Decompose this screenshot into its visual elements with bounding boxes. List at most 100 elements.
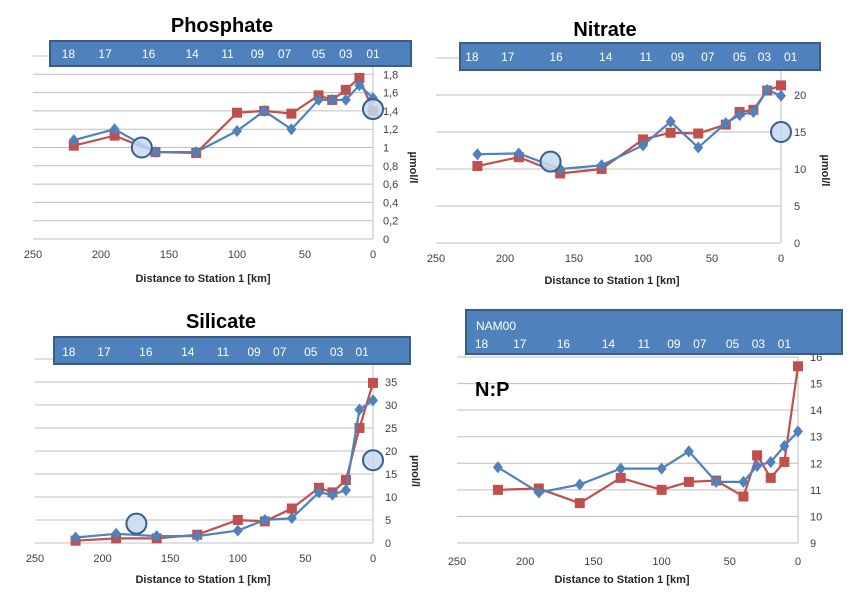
data-point-diamond xyxy=(513,147,524,160)
y-tick-label: 5 xyxy=(794,201,800,213)
data-point-square xyxy=(232,107,242,118)
data-point-diamond xyxy=(340,484,351,497)
y-axis-title: µmol/l xyxy=(409,455,421,487)
station-label: 03 xyxy=(758,50,772,64)
highlight-circle xyxy=(130,136,153,159)
y-tick-label: 10 xyxy=(810,511,822,523)
data-point-diamond xyxy=(776,89,786,102)
station-label: 11 xyxy=(221,47,234,61)
y-tick-label: 0 xyxy=(385,538,391,550)
data-point-diamond xyxy=(232,125,242,138)
data-point-square xyxy=(752,450,763,461)
x-tick-label: 250 xyxy=(24,249,42,261)
x-tick-label: 250 xyxy=(448,556,466,568)
station-label: 05 xyxy=(312,47,326,61)
data-point-diamond xyxy=(151,530,162,543)
data-point-square xyxy=(368,377,378,388)
data-point-diamond xyxy=(354,79,365,92)
data-point-square xyxy=(340,84,351,95)
data-point-diamond xyxy=(720,117,731,130)
y-tick-label: 13 xyxy=(810,432,822,444)
data-point-square xyxy=(232,515,243,525)
data-point-diamond xyxy=(762,83,773,96)
station-banner xyxy=(459,42,821,71)
data-point-diamond xyxy=(111,527,122,540)
station-label: 17 xyxy=(513,337,527,351)
station-label: 01 xyxy=(356,345,370,359)
y-tick-label: 0,6 xyxy=(383,179,398,191)
data-point-square xyxy=(492,484,503,495)
y-tick-label: 10 xyxy=(385,492,397,504)
data-point-square xyxy=(776,80,786,91)
data-point-square xyxy=(354,72,365,83)
station-label: 16 xyxy=(549,50,563,64)
chart-title: Nitrate xyxy=(573,19,636,41)
y-tick-label: 10 xyxy=(794,164,806,176)
x-tick-label: 0 xyxy=(370,249,376,261)
station-banner xyxy=(49,40,412,67)
data-point-diamond xyxy=(68,134,79,147)
x-tick-label: 100 xyxy=(652,556,670,568)
series-line-diamond xyxy=(75,399,374,539)
data-point-diamond xyxy=(693,141,704,154)
data-point-diamond xyxy=(492,461,503,474)
x-tick-label: 50 xyxy=(299,249,311,261)
y-tick-label: 1,6 xyxy=(383,88,398,100)
x-tick-label: 200 xyxy=(496,253,514,265)
y-tick-label: 5 xyxy=(385,515,391,527)
y-tick-label: 0 xyxy=(383,234,389,246)
station-label: 01 xyxy=(778,337,792,351)
station-label: 01 xyxy=(784,50,798,64)
data-point-diamond xyxy=(109,123,120,136)
data-point-diamond xyxy=(748,106,759,119)
data-point-diamond xyxy=(150,146,161,159)
data-point-square xyxy=(683,476,694,487)
chart-title: N:P xyxy=(475,379,509,401)
chart-phosphate: 0 0,2 0,4 0,6 0,8 1 1,2 1,4 1,6 1,8 250 200 150 100 50… xyxy=(24,15,419,285)
y-tick-label: 1,2 xyxy=(383,124,398,136)
chart-title: Phosphate xyxy=(171,15,273,37)
y-tick-label: 12 xyxy=(810,458,822,470)
station-label: 16 xyxy=(557,337,571,351)
station-label: 05 xyxy=(733,50,747,64)
x-tick-label: 150 xyxy=(161,553,179,565)
data-point-square xyxy=(665,127,676,138)
x-axis-title: Distance to Station 1 [km] xyxy=(544,275,679,287)
station-label: 05 xyxy=(726,337,740,351)
data-point-square xyxy=(109,130,120,141)
station-label: 17 xyxy=(98,47,112,61)
station-label: 09 xyxy=(251,47,265,61)
data-point-diamond xyxy=(596,159,607,172)
x-axis-title: Distance to Station 1 [km] xyxy=(135,273,270,285)
station-label: 07 xyxy=(693,337,707,351)
data-point-diamond xyxy=(286,123,297,136)
station-label: 14 xyxy=(602,337,616,351)
data-point-square xyxy=(793,361,803,372)
data-point-diamond xyxy=(259,514,270,526)
data-point-diamond xyxy=(615,462,626,475)
x-tick-label: 200 xyxy=(92,249,110,261)
data-point-diamond xyxy=(793,425,803,438)
y-tick-label: 0,4 xyxy=(383,197,398,209)
y-tick-label: 25 xyxy=(385,423,397,435)
station-label: 18 xyxy=(62,47,76,61)
chart-n-p: 9 10 11 12 13 14 15 16 250 200 150 100 50 0 Distance t… xyxy=(448,309,843,586)
station-label: 07 xyxy=(273,345,287,359)
x-tick-label: 200 xyxy=(516,556,534,568)
x-tick-label: 100 xyxy=(634,253,652,265)
station-label: 07 xyxy=(278,47,292,61)
highlight-circle xyxy=(362,98,384,121)
data-point-diamond xyxy=(232,524,243,537)
series-line-square xyxy=(497,366,800,505)
x-tick-label: 250 xyxy=(26,553,44,565)
y-tick-label: 0,8 xyxy=(383,161,398,173)
station-label: 03 xyxy=(330,345,344,359)
data-point-diamond xyxy=(327,488,338,501)
highlight-circle xyxy=(362,449,384,472)
station-label: 03 xyxy=(752,337,766,351)
y-tick-label: 0,2 xyxy=(383,216,398,228)
data-point-diamond xyxy=(70,531,81,544)
station-banner xyxy=(465,309,843,355)
